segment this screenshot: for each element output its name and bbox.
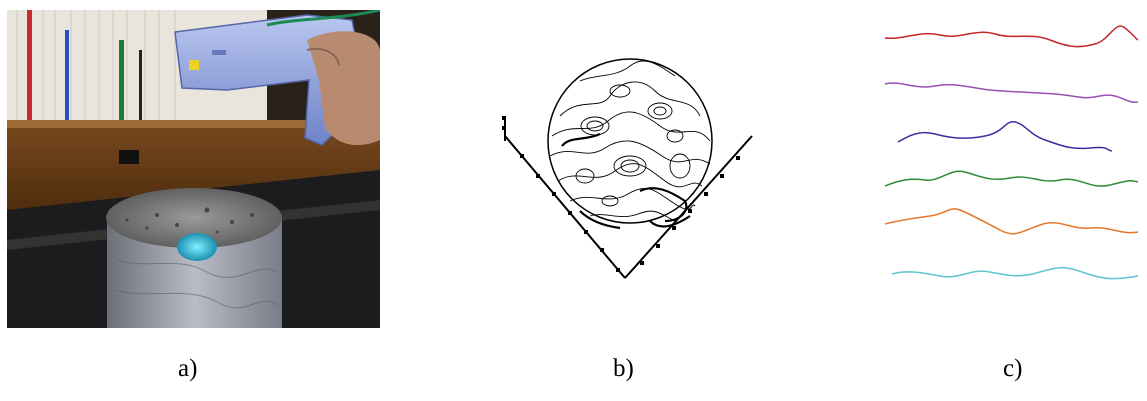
caption-c: c) xyxy=(1003,355,1023,382)
scanner-photo-graphic xyxy=(7,8,381,328)
surface-profiles xyxy=(880,10,1142,295)
profile-line-1 xyxy=(884,25,1139,48)
scanner-photo xyxy=(7,8,381,328)
surface-contour-graphic xyxy=(502,58,753,279)
profile-line-6 xyxy=(891,266,1139,280)
profile-line-2 xyxy=(884,82,1139,103)
surface-profiles-graphic xyxy=(884,25,1139,280)
profile-line-3 xyxy=(897,121,1113,152)
caption-b: b) xyxy=(613,355,634,382)
surface-contour-plot xyxy=(490,16,760,286)
profile-line-4 xyxy=(884,170,1139,187)
caption-a: a) xyxy=(178,355,198,382)
profile-line-5 xyxy=(884,208,1139,235)
